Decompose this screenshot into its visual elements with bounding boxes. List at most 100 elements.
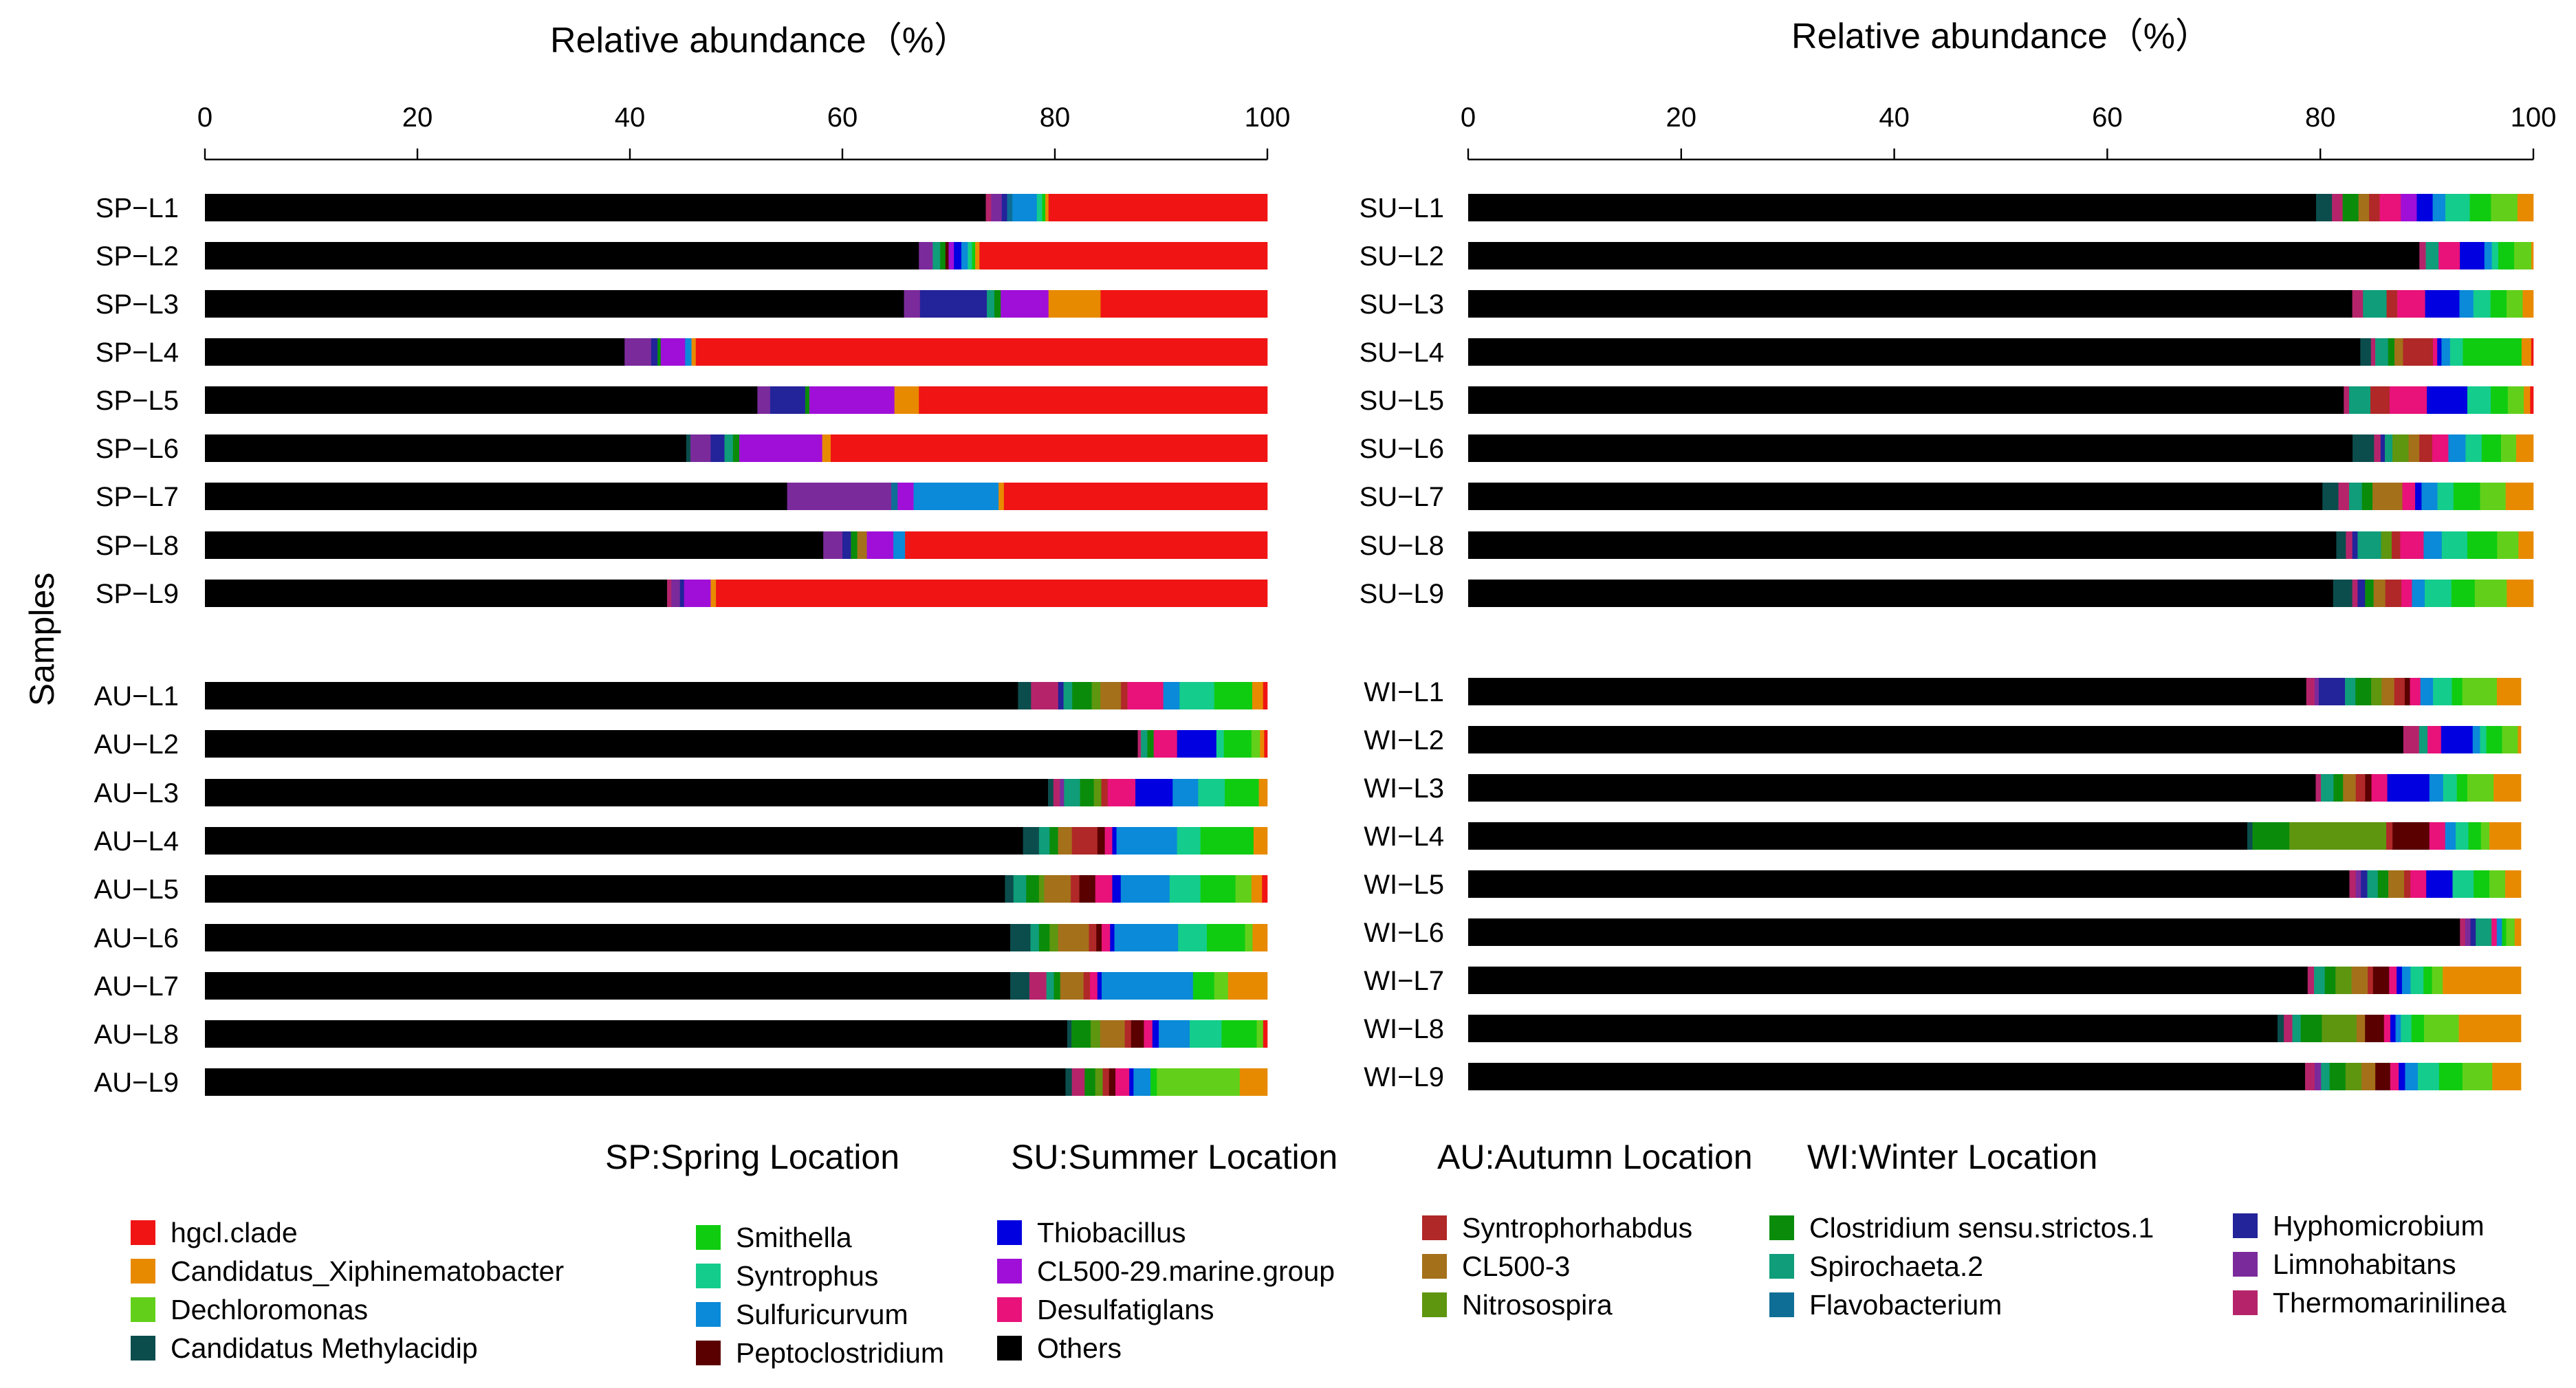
bar-segment (2306, 678, 2315, 705)
legend-swatch (696, 1341, 721, 1365)
legend-swatch (1769, 1292, 1794, 1317)
bar-segment (2403, 338, 2434, 366)
bar-segment (1053, 779, 1060, 806)
bar-segment (2385, 434, 2393, 462)
bar-segment (1079, 875, 1096, 903)
bar-segment (1221, 1020, 1257, 1048)
bar-segment (2445, 822, 2456, 850)
bar-segment (2421, 483, 2438, 510)
bar-segment (2463, 338, 2522, 366)
bar-segment (205, 483, 787, 510)
bar-segment (2401, 1015, 2412, 1042)
bar-segment (2386, 822, 2393, 850)
x-tick-label: 40 (1879, 102, 1910, 133)
bar-segment (2432, 194, 2446, 221)
legend-swatch (696, 1225, 721, 1250)
sample-label: SP−L2 (96, 241, 179, 272)
bar-segment (1071, 1020, 1091, 1048)
legend-label: Flavobacterium (1809, 1289, 2002, 1321)
bar-segment (2375, 338, 2389, 366)
x-tick-label: 0 (1461, 102, 1476, 133)
bar-segment (2497, 531, 2519, 559)
bar-segment (1026, 875, 1040, 903)
bar-segment (1058, 682, 1064, 709)
sample-label: AU−L4 (94, 826, 179, 857)
bar-segment (205, 434, 687, 462)
bar-segment (2474, 870, 2490, 898)
legend-swatch (131, 1259, 155, 1284)
legend-label: Thiobacillus (1037, 1217, 1186, 1248)
sample-label: AU−L9 (94, 1068, 179, 1098)
bar-segment (1468, 338, 2361, 366)
bar-segment (985, 194, 992, 221)
bar-segment (1121, 682, 1128, 709)
bar-segment (905, 531, 1268, 559)
bar-segment (2316, 194, 2333, 221)
bar-segment (2356, 1015, 2366, 1042)
bar-segment (2522, 290, 2534, 318)
bar-segment (1141, 730, 1148, 758)
bar-segment (1468, 483, 2323, 510)
bar-segment (945, 242, 949, 269)
bar-segment (1262, 875, 1268, 903)
bar-segment (2336, 531, 2346, 559)
location-label: AU:Autumn Location (1437, 1138, 1753, 1176)
legend-label: hgcl.clade (171, 1217, 298, 1248)
bar-segment (2351, 967, 2368, 994)
sample-label: WI−L3 (1364, 773, 1444, 804)
bar-segment (2372, 483, 2403, 510)
bar-segment (2507, 386, 2524, 414)
bar-segment (2501, 434, 2517, 462)
sample-label: SU−L3 (1360, 289, 1444, 320)
bar-segment (1127, 682, 1164, 709)
bar-segment (660, 338, 686, 366)
bar-segment (998, 483, 1005, 510)
bar-segment (2425, 580, 2452, 607)
bar-segment (1007, 194, 1013, 221)
sample-label: WI−L4 (1364, 822, 1444, 852)
bar-segment (2379, 194, 2401, 221)
bar-segment (1100, 290, 1268, 318)
bar-segment (1468, 194, 2317, 221)
bar-segment (2370, 338, 2376, 366)
x-tick-label: 60 (827, 102, 858, 133)
bar-segment (1042, 194, 1046, 221)
bar-segment (2314, 967, 2325, 994)
bar-segment (2417, 1063, 2440, 1090)
bar-segment (716, 580, 1268, 607)
bar-segment (1112, 875, 1122, 903)
bar-segment (913, 483, 999, 510)
y-axis-title: Samples (23, 573, 61, 707)
bar-segment (205, 1020, 1068, 1048)
bar-segment (2465, 434, 2482, 462)
bar-segment (205, 924, 1011, 951)
legend-label: Thermomarinilinea (2273, 1287, 2507, 1319)
bar-segment (2333, 774, 2344, 802)
x-tick-label: 60 (2092, 102, 2123, 133)
bar-segment (2365, 774, 2372, 802)
bar-segment (710, 434, 725, 462)
sample-label: AU−L5 (94, 874, 179, 905)
legend-label: Limnohabitans (2273, 1248, 2456, 1280)
bar-segment (2452, 870, 2474, 898)
bar-segment (205, 972, 1011, 1000)
bar-segment (624, 338, 652, 366)
bar-segment (2481, 434, 2502, 462)
bar-segment (1468, 580, 2334, 607)
bar-segment (1031, 682, 1059, 709)
bar-segment (2371, 774, 2388, 802)
bar-segment (1071, 827, 1098, 855)
sample-label: SP−L6 (96, 434, 179, 464)
bar-segment (1023, 827, 1040, 855)
bar-segment (1063, 682, 1073, 709)
bar-segment (1097, 827, 1105, 855)
bar-segment (1227, 972, 1268, 1000)
bar-segment (2445, 194, 2470, 221)
bar-segment (1101, 924, 1111, 951)
bar-segment (851, 531, 858, 559)
bar-segment (2517, 194, 2534, 221)
bar-segment (866, 531, 894, 559)
legend-label: Dechloromonas (171, 1294, 368, 1325)
bar-segment (2394, 678, 2405, 705)
bar-segment (1038, 924, 1050, 951)
